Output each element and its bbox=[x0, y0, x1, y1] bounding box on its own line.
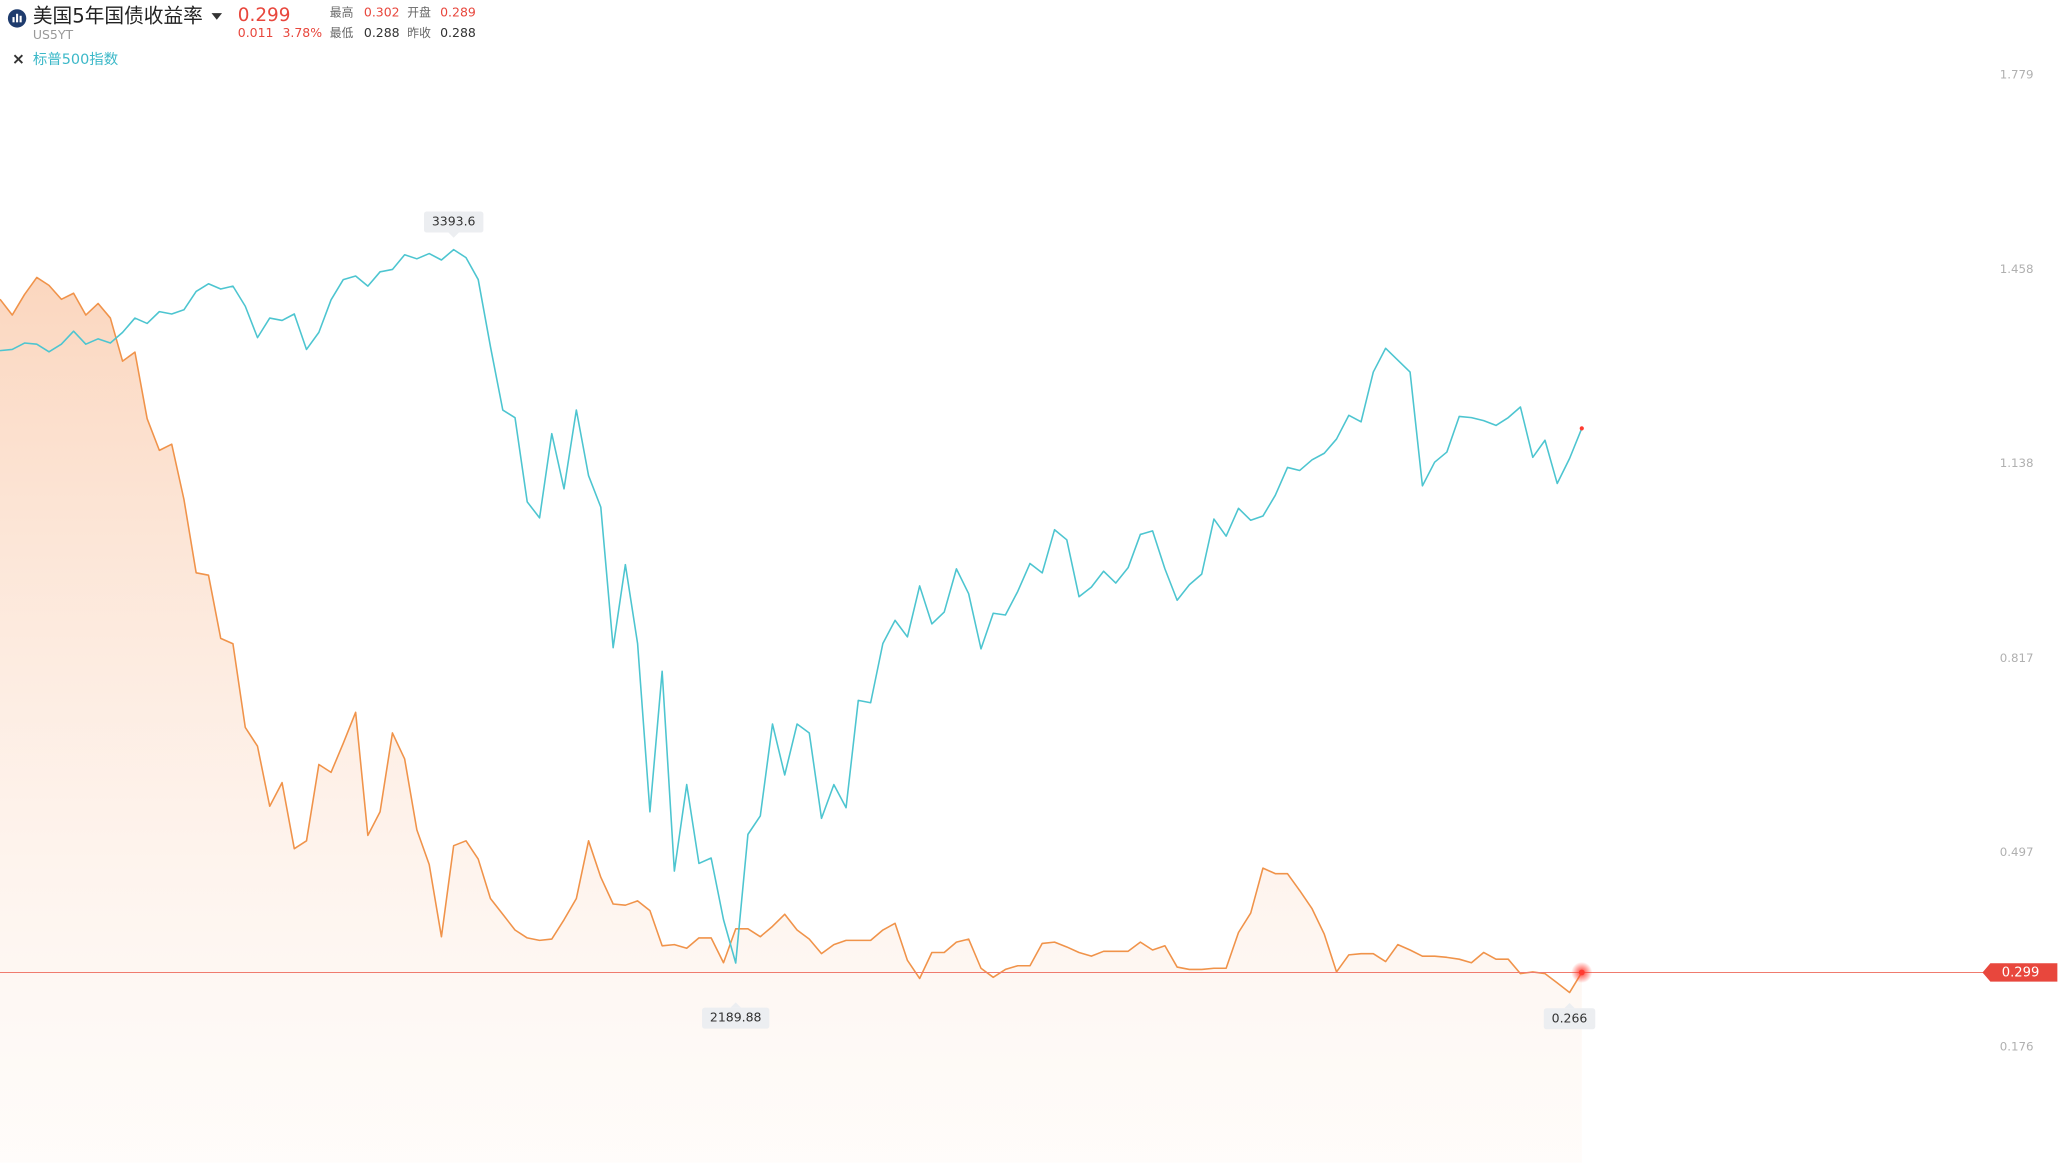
lines-layer bbox=[0, 248, 1583, 994]
tooltip-pointer bbox=[448, 232, 459, 238]
line bbox=[0, 276, 1583, 994]
dropdown-arrow[interactable] bbox=[211, 13, 223, 20]
y-tick-label: 0.497 bbox=[2000, 845, 2034, 859]
stat-value: 0.289 bbox=[440, 5, 476, 20]
stat-value: 0.288 bbox=[440, 25, 476, 40]
y-tick-label: 0.817 bbox=[2000, 651, 2034, 665]
area bbox=[0, 277, 1582, 1163]
stat-value: 0.288 bbox=[364, 25, 400, 40]
change: 0.011 bbox=[238, 25, 274, 40]
legend-entry[interactable]: 标普500指数 bbox=[33, 51, 119, 68]
line bbox=[0, 248, 1583, 964]
price-label: 0.299 bbox=[2002, 966, 2040, 981]
overlay-layer: 3393.6 2189.88 0.266 0.299 bbox=[0, 211, 2058, 1030]
stat-label: 开盘 bbox=[407, 6, 431, 20]
stat-label: 最高 bbox=[330, 6, 354, 20]
tooltip-pointer bbox=[730, 1002, 741, 1008]
price: 0.299 bbox=[238, 5, 291, 26]
tooltip-label: 2189.88 bbox=[710, 1010, 762, 1025]
last-point bbox=[1579, 426, 1584, 431]
icon-bar bbox=[16, 13, 19, 23]
remove-compare[interactable] bbox=[13, 54, 23, 64]
change-percent: 3.78% bbox=[282, 25, 322, 40]
y-tick-label: 1.458 bbox=[2000, 262, 2034, 276]
y-tick-label: 1.138 bbox=[2000, 456, 2034, 470]
stat-label: 最低 bbox=[330, 26, 354, 40]
last-point bbox=[1578, 969, 1585, 976]
area-layer bbox=[0, 277, 1582, 1163]
y-tick-label: 0.176 bbox=[2000, 1040, 2034, 1054]
icon-bar bbox=[12, 17, 15, 23]
tooltip-pointer bbox=[1564, 1003, 1575, 1009]
tooltip-box bbox=[702, 1007, 770, 1029]
symbol-code: US5YT bbox=[33, 27, 74, 42]
price-box bbox=[1982, 963, 2058, 982]
stat-label: 昨收 bbox=[407, 26, 431, 40]
tooltip-label: 3393.6 bbox=[432, 214, 476, 229]
icon-bar bbox=[19, 15, 22, 23]
tooltip-box bbox=[423, 211, 484, 233]
title[interactable]: 美国5年国债收益率 bbox=[33, 5, 203, 28]
y-tick-label: 1.779 bbox=[2000, 67, 2034, 81]
stat-value: 0.302 bbox=[364, 5, 400, 20]
tooltip-box bbox=[1543, 1008, 1596, 1030]
tooltip-label: 0.266 bbox=[1552, 1010, 1588, 1025]
